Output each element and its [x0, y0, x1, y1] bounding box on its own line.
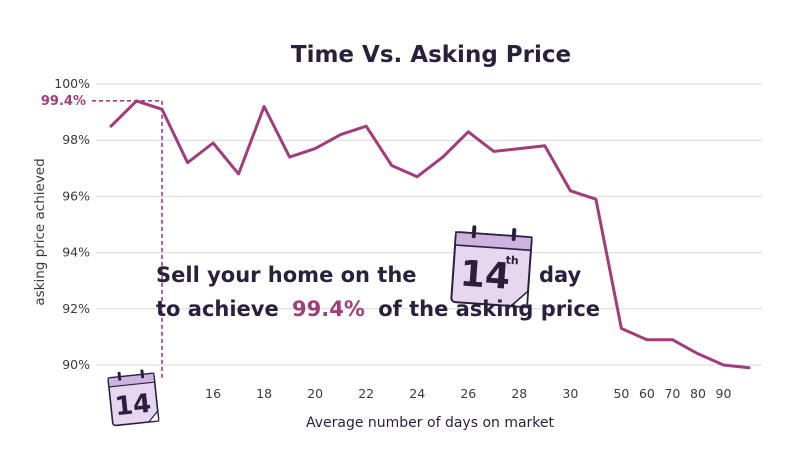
series-line [109, 99, 751, 370]
callout-highlight-value: 99.4% [292, 297, 365, 321]
y-tick-label: 94% [62, 245, 90, 260]
x-tick-label: 80 [690, 386, 706, 401]
x-tick-label: 90 [716, 386, 732, 401]
x-axis-label: Average number of days on market [306, 415, 555, 431]
callout-calendar-suffix: th [505, 254, 519, 268]
axis-calendar-day: 14 [113, 389, 152, 423]
y-tick-label: 96% [62, 188, 90, 203]
callout-line-1a: Sell your home on the [156, 263, 417, 287]
y-axis-label: asking price achieved [32, 158, 48, 305]
callout-line-1b: day [539, 263, 582, 287]
x-axis-ticks: 16 18 20 22 24 26 28 30 50 60 70 80 90 [205, 386, 731, 401]
x-tick-label: 20 [307, 386, 323, 401]
y-tick-label: 90% [62, 357, 90, 372]
y-tick-label: 100% [54, 76, 90, 91]
y-axis-ticks: 100% 98% 96% 94% 92% 90% [54, 76, 90, 372]
x-tick-label: 28 [511, 386, 527, 401]
callout-line-2a: to achieve [156, 297, 279, 321]
x-tick-label: 24 [409, 386, 425, 401]
highlight-marker: 99.4% [41, 94, 163, 380]
callout-line-2: to achieve 99.4% of the asking price [156, 297, 600, 321]
x-tick-label: 18 [256, 386, 272, 401]
x-tick-label: 26 [460, 386, 476, 401]
gridlines [96, 83, 762, 366]
callout-line-2b: of the asking price [378, 297, 600, 321]
chart-title: Time Vs. Asking Price [291, 42, 571, 68]
highlight-value-label: 99.4% [41, 94, 86, 109]
x-tick-label: 16 [205, 386, 221, 401]
calendar-icon: 14 [107, 369, 160, 427]
x-tick-label: 50 [613, 386, 629, 401]
x-tick-label: 70 [664, 386, 680, 401]
x-tick-label: 22 [358, 386, 374, 401]
x-tick-label: 30 [562, 386, 578, 401]
callout-calendar-day: 14 [459, 253, 512, 297]
y-tick-label: 92% [62, 301, 90, 316]
y-tick-label: 98% [62, 132, 90, 147]
callout-calendar-icon: 14 th [450, 225, 533, 308]
series-layer [109, 99, 751, 370]
x-tick-label: 60 [639, 386, 655, 401]
